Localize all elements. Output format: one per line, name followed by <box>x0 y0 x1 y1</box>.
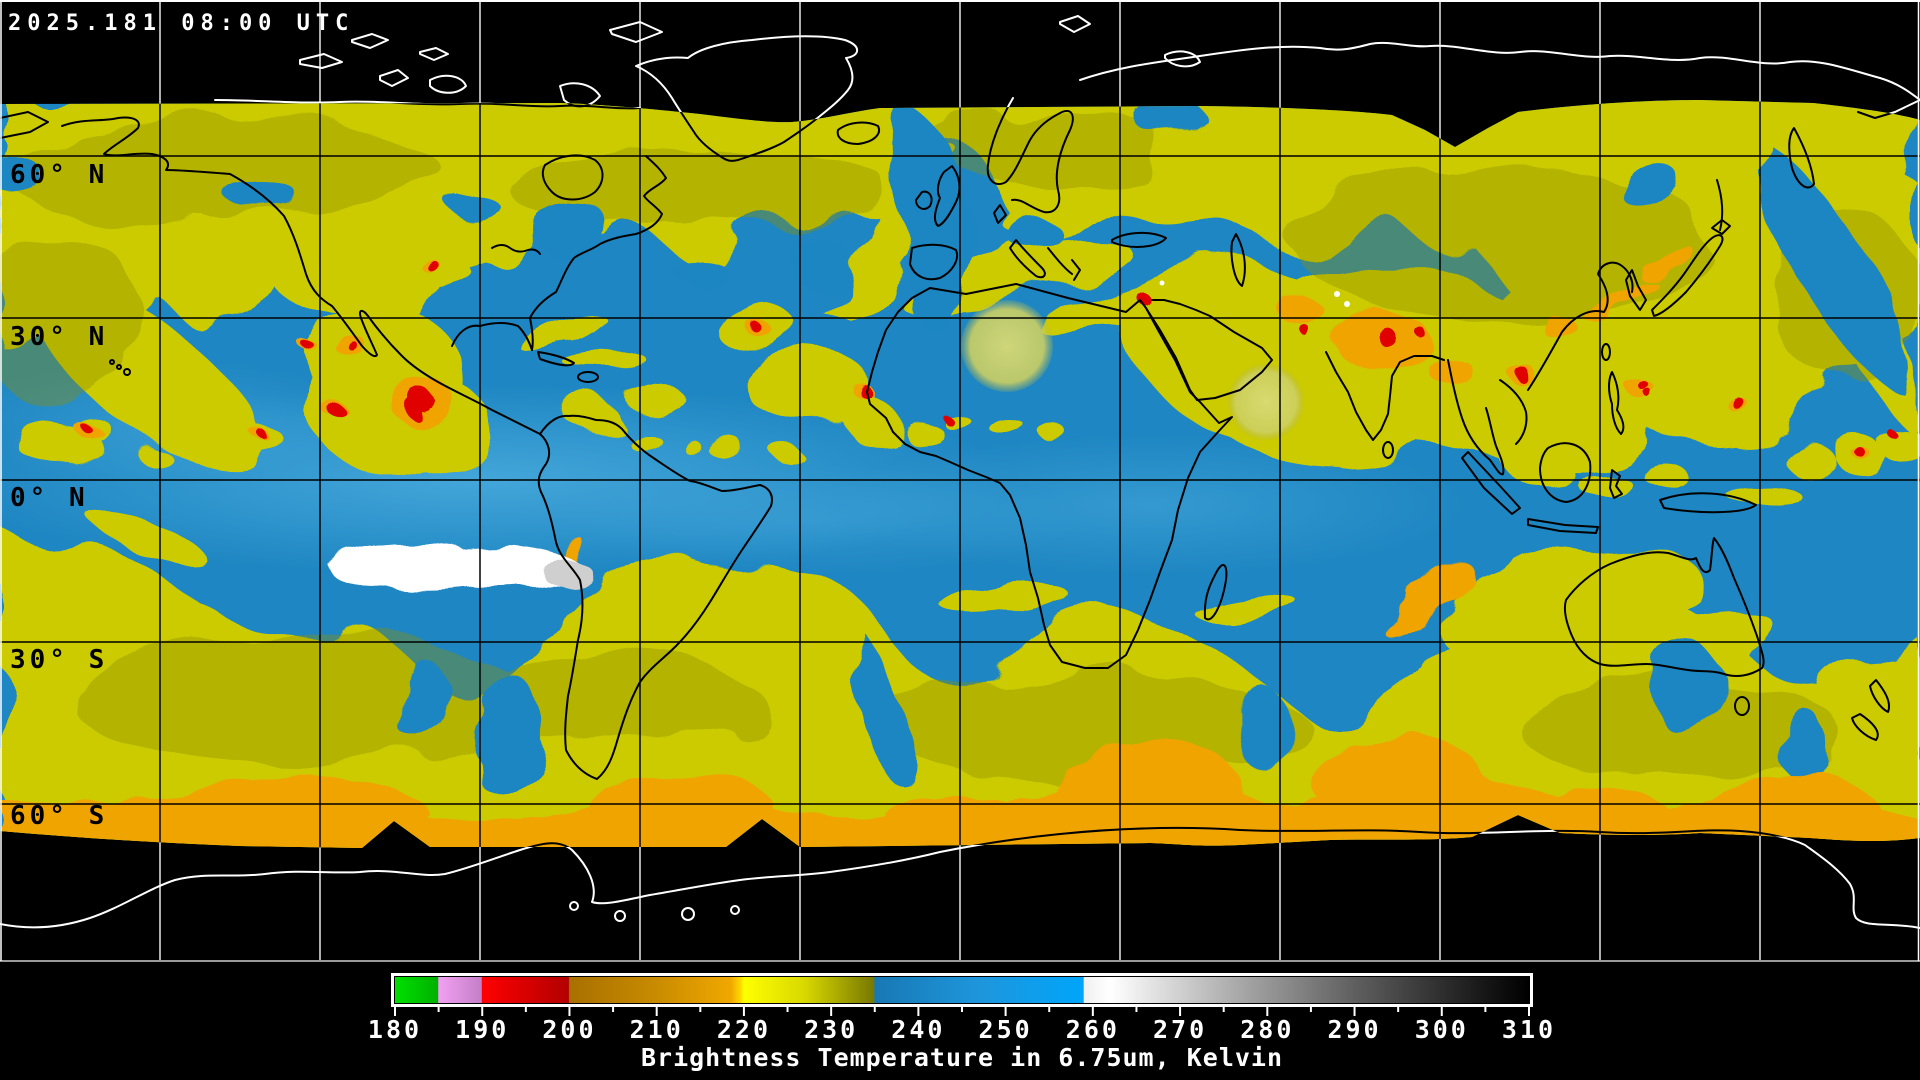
latitude-label-30n: 30° N <box>10 322 108 352</box>
colorbar-tick-label: 310 <box>1502 1015 1556 1044</box>
colorbar-tick-label: 290 <box>1327 1015 1381 1044</box>
latitude-label-60n: 60° N <box>10 160 108 190</box>
latitude-label-0n: 0° N <box>10 483 89 513</box>
sensor-disc-arabian-sea <box>1228 364 1304 440</box>
colorbar-tick-label: 250 <box>979 1015 1033 1044</box>
colorbar-tick-label: 240 <box>891 1015 945 1044</box>
timestamp-label: 2025.181 08:00 UTC <box>8 11 354 36</box>
colorbar-tick-label: 200 <box>542 1015 596 1044</box>
ocean-gaps <box>0 108 1909 793</box>
colorbar-tick-labels: 180 190 200 210 220 230 240 250 260 270 280 290 300 3… <box>368 1015 1556 1044</box>
convective-red-cores <box>86 257 1899 454</box>
colorbar-tick-label: 260 <box>1066 1015 1120 1044</box>
gridlines-over-data <box>0 100 1920 848</box>
colorbar-tick-label: 270 <box>1153 1015 1207 1044</box>
warm-white-patch <box>324 543 592 592</box>
colorbar-tick-label: 280 <box>1240 1015 1294 1044</box>
sensor-disc-africa <box>961 300 1053 392</box>
colorbar-tick-label: 220 <box>717 1015 771 1044</box>
colorbar-tick-label: 300 <box>1415 1015 1469 1044</box>
colorbar-tick-label: 210 <box>630 1015 684 1044</box>
colorbar: 180 190 200 210 220 230 240 250 260 270 280 290 300 3… <box>368 973 1556 1072</box>
colorbar-caption: Brightness Temperature in 6.75um, Kelvin <box>641 1043 1283 1072</box>
colorbar-ticks <box>394 1004 1530 1016</box>
colorbar-tick-label: 230 <box>804 1015 858 1044</box>
colorbar-tick-label: 190 <box>455 1015 509 1044</box>
latitude-label-30s: 30° S <box>10 645 108 675</box>
colorbar-tick-label: 180 <box>368 1015 422 1044</box>
latitude-label-60s: 60° S <box>10 801 108 831</box>
colorbar-gradient <box>395 977 1529 1003</box>
